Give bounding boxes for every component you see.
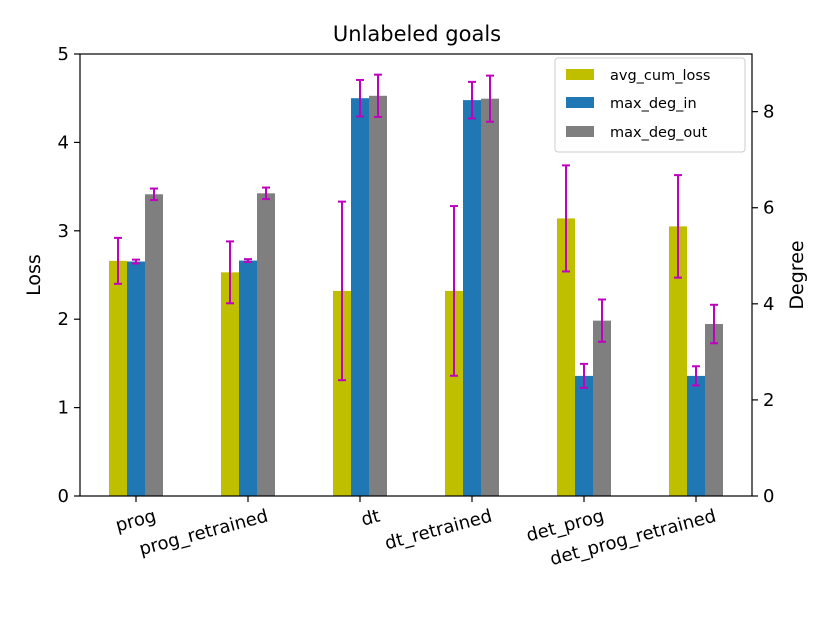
bar-max_deg_out-3: [481, 98, 499, 497]
chart-title: Unlabeled goals: [333, 22, 501, 46]
legend-label-avg-cum-loss: avg_cum_loss: [610, 68, 710, 84]
y-tick-label-left-2: 2: [58, 309, 69, 330]
plot-frame: [79, 53, 753, 497]
y-tick-label-right-2: 4: [763, 294, 774, 315]
bar-avg_cum_loss-0: [109, 260, 127, 496]
legend-label-max-deg-in: max_deg_in: [610, 96, 697, 112]
y-tick-label-right-3: 6: [763, 198, 774, 219]
bar-max_deg_in-3: [463, 100, 481, 497]
bar-max_deg_in-2: [351, 98, 369, 496]
y-tick-label-left-4: 4: [58, 132, 69, 153]
bar-max_deg_out-2: [369, 95, 387, 497]
y-tick-label-right-4: 8: [763, 102, 774, 123]
y-tick-label-left-5: 5: [58, 44, 69, 65]
bar-max_deg_out-1: [257, 193, 275, 496]
bar-max_deg_in-0: [127, 261, 145, 496]
bar-max_deg_in-1: [239, 260, 257, 496]
legend-frame: [554, 57, 746, 153]
legend-label-max-deg-out: max_deg_out: [610, 125, 707, 141]
y-axis-label-right: Degree: [786, 240, 808, 309]
y-tick-label-right-1: 2: [763, 390, 774, 411]
y-tick-label-left-3: 3: [58, 221, 69, 242]
y-tick-label-left-1: 1: [58, 398, 69, 419]
bar-max_deg_out-0: [145, 194, 163, 496]
legend-swatch-max-deg-out: [566, 126, 594, 137]
bar-avg_cum_loss-3: [445, 290, 463, 496]
bar-max_deg_in-4: [575, 375, 593, 496]
bar-max_deg_in-5: [687, 375, 705, 496]
x-tick-label-3: dt_retrained: [383, 506, 495, 555]
bar-max_deg_out-4: [593, 320, 611, 496]
x-tick-label-1: prog_retrained: [137, 506, 270, 561]
bar-avg_cum_loss-1: [221, 272, 239, 496]
y-axis-label-left: Loss: [23, 254, 45, 296]
legend-swatch-max-deg-in: [566, 97, 594, 108]
x-tick-label-0: prog: [113, 506, 158, 537]
bar-avg_cum_loss-4: [557, 218, 575, 496]
bar-avg_cum_loss-5: [669, 226, 687, 496]
bar-max_deg_out-5: [705, 324, 723, 496]
bar-avg_cum_loss-2: [333, 290, 351, 496]
y-tick-label-left-0: 0: [58, 486, 69, 507]
y-tick-label-right-0: 0: [763, 486, 774, 507]
legend-swatch-avg-cum-loss: [566, 69, 594, 80]
x-tick-label-2: dt: [359, 506, 382, 531]
legend: avg_cum_loss max_deg_in max_deg_out: [554, 57, 746, 153]
